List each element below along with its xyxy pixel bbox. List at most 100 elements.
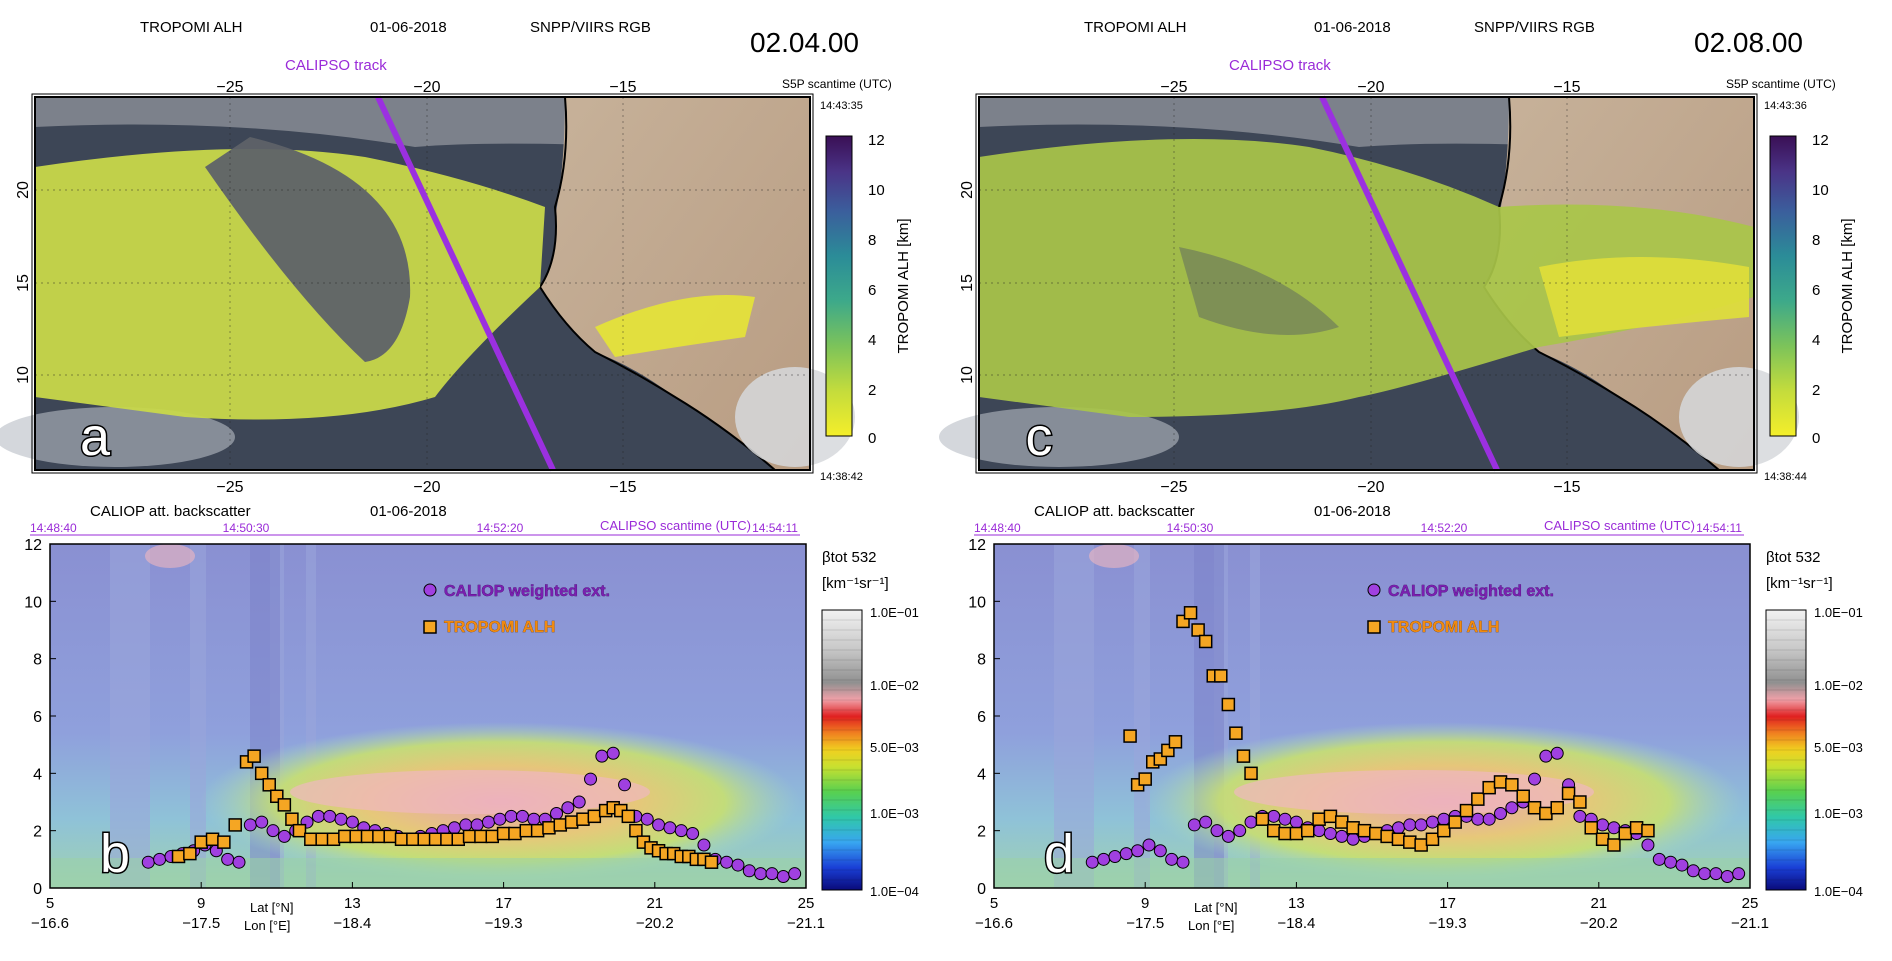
beta-colorbar-tick: 1.0E−03: [870, 806, 919, 821]
tropomi-point: [183, 846, 197, 861]
tropomi-point: [1168, 735, 1183, 749]
map-lon-tick-bottom: −20: [1357, 479, 1384, 496]
caliop-point: [1199, 815, 1213, 829]
beta-colorbar-tick: 1.0E−03: [1814, 806, 1863, 821]
coastline: [538, 96, 776, 471]
map-rgb-label: SNPP/VIIRS RGB: [530, 19, 651, 36]
tropomi-point: [1595, 832, 1610, 847]
tropomi-point: [1618, 826, 1633, 841]
caliop-point: [1528, 772, 1542, 786]
map-scantime-bottom: 14:38:42: [820, 471, 863, 483]
caliop-point: [1244, 815, 1258, 829]
curtain-y-tick: 8: [977, 652, 986, 669]
curtain-time-tick: 14:52:20: [1421, 521, 1468, 535]
curtain-lon-tick: −20.2: [636, 915, 674, 932]
tropomi-point: [496, 826, 511, 841]
tropomi-point: [519, 823, 534, 838]
tropomi-point: [621, 809, 636, 824]
caliop-point: [595, 749, 609, 763]
caliop-point: [1720, 870, 1734, 884]
tropomi-point: [530, 823, 545, 838]
caliop-point: [1267, 809, 1281, 823]
curtain-time-tick: 14:54:11: [1696, 521, 1742, 535]
tropomi-point: [462, 829, 477, 844]
tropomi-point: [1641, 823, 1655, 838]
tropomi-point: [1629, 821, 1644, 835]
tropomi-point: [1357, 823, 1372, 838]
caliop-point: [1652, 852, 1666, 866]
curtain-lon-tick: −16.6: [31, 915, 69, 932]
surface-layer: [994, 858, 1750, 888]
curtain-streak: [1250, 544, 1260, 888]
calipso-track-line: [375, 95, 556, 472]
sunglint-gap: [205, 137, 411, 362]
caliop-point: [640, 812, 654, 826]
tropomi-point: [1191, 623, 1205, 637]
caliop-point: [1414, 818, 1428, 832]
curtain-lat-tick: 25: [1742, 895, 1759, 912]
alh-colorbar-tick: 8: [868, 232, 876, 249]
tropomi-point: [349, 829, 363, 844]
beta-colorbar-units: [km⁻¹sr⁻¹]: [1766, 575, 1833, 592]
curtain-lat-label: Lat [°N]: [250, 900, 294, 915]
map-frame: [978, 96, 1755, 471]
curtain-y-tick: 4: [33, 766, 42, 783]
caliop-point: [1482, 812, 1496, 826]
tropomi-point: [1391, 832, 1406, 847]
alh-colorbar-tick: 12: [1812, 132, 1829, 149]
beta-colorbar-tick: 5.0E−03: [870, 740, 919, 755]
curtain-y-tick: 6: [33, 709, 42, 726]
alh-colorbar-tick: 2: [1812, 382, 1820, 399]
map-lon-tick-bottom: −15: [609, 479, 636, 496]
alh-colorbar-tick: 10: [868, 182, 885, 199]
alh-colorbar-tick: 10: [1812, 182, 1829, 199]
alh-colorbar-label: TROPOMI ALH [km]: [1839, 218, 1856, 353]
curtain-time-tick: 14:48:40: [30, 521, 77, 535]
beta-colorbar-tick: 1.0E−01: [1814, 605, 1863, 620]
map-scantime-top: 14:43:36: [1764, 100, 1807, 112]
beta-colorbar-tick: 1.0E−04: [870, 884, 919, 899]
caliop-point: [1131, 844, 1145, 858]
alh-colorbar: [825, 135, 853, 437]
curtain-lon-tick: −18.4: [333, 915, 371, 932]
tropomi-point: [587, 809, 602, 824]
caliop-point: [232, 855, 246, 869]
curtain-lat-tick: 25: [798, 895, 815, 912]
tropomi-point: [205, 832, 220, 847]
tropomi-point: [394, 832, 409, 847]
curtain-y-tick: 12: [968, 537, 986, 554]
legend-caliop-marker: [1367, 583, 1381, 597]
tropomi-point: [292, 823, 307, 838]
caliop-point: [1346, 832, 1360, 846]
map-lon-tick-top: −20: [1357, 79, 1384, 96]
tropomi-point: [1425, 832, 1440, 847]
tropomi-point: [440, 832, 454, 847]
map-lon-tick-bottom: −15: [1553, 479, 1580, 496]
tropomi-point: [1300, 823, 1315, 838]
map-frame-outer: [975, 93, 1758, 474]
beta-colorbar: [1765, 609, 1807, 891]
tropomi-point: [1346, 821, 1360, 835]
curtain-lon-label: Lon [°E]: [1188, 918, 1234, 933]
curtain-date: 01-06-2018: [1314, 503, 1391, 520]
tropomi-point: [1123, 729, 1137, 743]
tropomi-point: [1198, 634, 1213, 649]
tropomi-point: [629, 823, 643, 838]
tropomi-point: [1561, 786, 1576, 801]
map-lat-tick: 10: [959, 366, 976, 384]
curtain-lat-tick: 5: [46, 895, 54, 912]
tropomi-point: [553, 818, 568, 832]
tropomi-point: [451, 832, 465, 847]
caliop-point: [1085, 855, 1099, 869]
land-aerosol: [595, 295, 755, 357]
beta-colorbar-units: [km⁻¹sr⁻¹]: [822, 575, 889, 592]
curtain-lon-tick: −17.5: [182, 915, 220, 932]
aerosol-plume: [979, 139, 1754, 417]
tropomi-point: [277, 798, 292, 812]
caliop-point: [720, 855, 734, 869]
land-africa: [540, 97, 810, 470]
panel-letter-curtain: b: [100, 824, 130, 884]
tropomi-point: [1607, 838, 1621, 852]
map-frame: [34, 96, 811, 471]
